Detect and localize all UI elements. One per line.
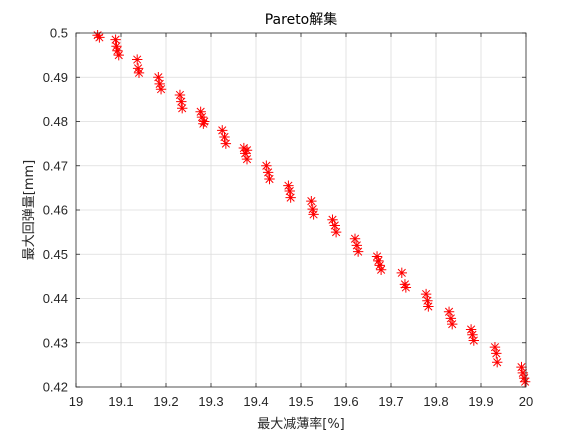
data-point (351, 240, 362, 251)
axis-ticks: 19 19.1 19.2 19.3 19.4 19.5 19.6 19.7 19.8 19.9 20… (43, 26, 534, 410)
data-point (327, 214, 338, 225)
data-point (374, 260, 385, 271)
y-tick-label: 0.46 (43, 203, 68, 218)
data-point (113, 49, 124, 61)
data-point (349, 233, 361, 244)
data-point (373, 255, 384, 267)
x-tick-label: 19.4 (243, 394, 268, 409)
data-point (492, 357, 503, 368)
data-point (133, 67, 145, 79)
data-point (422, 295, 433, 306)
y-tick-label: 0.42 (43, 380, 68, 395)
data-point (111, 41, 122, 52)
data-point (132, 63, 144, 74)
chart-title: Pareto解集 (265, 11, 338, 28)
data-point (465, 324, 477, 335)
data-point (195, 106, 206, 117)
x-tick-label: 19 (69, 394, 83, 409)
data-point (423, 301, 434, 312)
y-tick-label: 0.44 (43, 291, 68, 306)
data-point (443, 306, 455, 317)
data-point (199, 116, 210, 127)
x-tick-label: 20 (519, 394, 533, 409)
data-point (285, 192, 296, 203)
x-tick-label: 19.3 (198, 394, 223, 409)
grid-lines (76, 33, 526, 387)
data-point (375, 264, 387, 275)
data-point (307, 203, 318, 215)
data-point (447, 318, 458, 330)
x-tick-label: 19.2 (153, 394, 178, 409)
data-point (155, 83, 167, 95)
y-tick-label: 0.49 (43, 70, 68, 85)
data-markers (92, 30, 531, 387)
y-tick-label: 0.47 (43, 158, 68, 173)
data-point (400, 282, 412, 293)
y-tick-label: 0.43 (43, 335, 68, 350)
data-point (261, 160, 272, 171)
data-point (112, 45, 123, 56)
data-point (110, 34, 121, 45)
data-point (174, 89, 186, 101)
data-point (154, 78, 165, 90)
data-point (238, 142, 250, 154)
x-tick-label: 19.1 (108, 394, 133, 409)
data-point (132, 54, 143, 65)
data-point (176, 96, 187, 107)
data-point (491, 348, 502, 359)
data-point (217, 125, 228, 136)
data-point (264, 173, 275, 185)
data-point (445, 313, 457, 324)
plot-border (75, 32, 527, 388)
data-point (153, 72, 164, 83)
data-point (240, 148, 251, 159)
data-point (519, 376, 531, 387)
data-point (284, 185, 295, 197)
data-point (371, 251, 383, 262)
data-point (352, 246, 364, 257)
data-point (399, 279, 411, 290)
x-axis-label: 最大减薄率[%] (257, 416, 345, 432)
data-point (241, 145, 253, 156)
data-point (517, 367, 529, 379)
data-point (220, 138, 232, 149)
data-point (467, 329, 478, 340)
data-point (283, 180, 294, 191)
data-point (177, 103, 188, 114)
y-axis-label: 最大回弹量[mm] (22, 160, 37, 260)
x-tick-label: 19.6 (333, 394, 358, 409)
data-point (516, 361, 527, 373)
data-point (468, 335, 479, 346)
data-point (241, 153, 253, 165)
data-point (420, 288, 432, 300)
x-tick-label: 19.8 (423, 394, 448, 409)
y-tick-label: 0.48 (43, 114, 68, 129)
x-tick-label: 19.9 (468, 394, 493, 409)
data-point (519, 372, 530, 384)
x-tick-label: 19.7 (378, 394, 403, 409)
y-tick-label: 0.5 (50, 26, 68, 41)
data-point (219, 131, 230, 143)
data-point (262, 167, 274, 178)
data-point (306, 195, 317, 207)
y-tick-label: 0.45 (43, 247, 68, 262)
data-point (489, 341, 501, 353)
data-point (94, 32, 105, 43)
data-point (330, 226, 342, 238)
data-point (196, 111, 208, 123)
data-point (329, 220, 340, 231)
data-point (308, 209, 319, 220)
x-tick-label: 19.5 (288, 394, 313, 409)
data-point (198, 118, 209, 129)
data-point (396, 267, 407, 279)
